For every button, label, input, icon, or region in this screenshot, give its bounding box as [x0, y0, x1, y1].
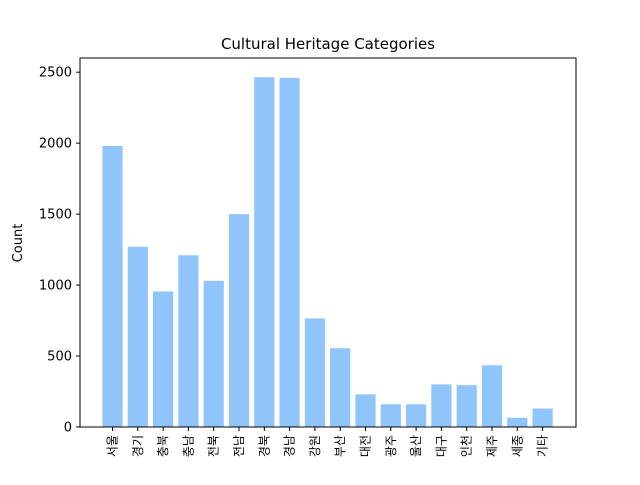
bar-15 [456, 385, 477, 427]
bar-5 [203, 280, 224, 427]
y-axis-ticks: 0 500 1000 1500 2000 2500 [39, 66, 80, 436]
x-tick-label: 세종 [510, 435, 524, 457]
y-tick-label: 2000 [39, 137, 72, 152]
bar-11 [355, 394, 376, 427]
bar-13 [406, 404, 427, 427]
x-tick-label: 전남 [232, 435, 246, 457]
x-tick-label: 부산 [333, 435, 347, 457]
x-tick-label: 광주 [384, 435, 398, 457]
x-tick-label: 기타 [536, 435, 550, 457]
chart-title: Cultural Heritage Categories [221, 35, 435, 53]
bar-4 [178, 255, 199, 427]
plot-area-frame [79, 57, 577, 428]
x-tick-label: 대전 [359, 435, 373, 457]
bar-1 [102, 145, 123, 428]
x-tick-label: 인천 [459, 435, 474, 457]
x-tick-label: 경기 [131, 435, 145, 457]
bars-group [102, 77, 553, 428]
y-tick-label: 1500 [39, 208, 72, 223]
bar-2 [127, 246, 148, 427]
bar-7 [254, 77, 275, 427]
x-tick-label: 충남 [181, 435, 195, 457]
y-tick-label: 500 [47, 350, 72, 365]
x-tick-label: 경남 [283, 435, 297, 457]
x-tick-label: 대구 [434, 435, 448, 457]
bar-17 [507, 417, 528, 427]
x-axis-ticks: 서울 경기 충북 충남 전북 전남 경북 경남 강원 부산 대전 광주 울산 대구 인천 제주 세종 기타 [106, 427, 550, 457]
bar-14 [431, 384, 452, 427]
x-tick-label: 경북 [257, 435, 271, 457]
y-axis-label: Count [11, 224, 26, 263]
bar-6 [228, 214, 250, 427]
bar-16 [481, 365, 503, 427]
bar-12 [380, 404, 401, 427]
x-tick-label: 울산 [409, 435, 423, 457]
bar-18 [532, 408, 553, 427]
y-tick-label: 1000 [39, 279, 72, 294]
x-tick-label: 서울 [106, 435, 120, 457]
x-tick-label: 충북 [156, 435, 170, 457]
x-tick-label: 전북 [207, 435, 221, 457]
bar-3 [153, 291, 174, 427]
x-tick-label: 강원 [308, 435, 322, 457]
bar-8 [279, 77, 300, 428]
y-tick-label: 0 [64, 421, 72, 436]
bar-10 [330, 348, 351, 427]
x-tick-label: 제주 [485, 435, 499, 457]
bar-9 [304, 318, 325, 427]
y-tick-label: 2500 [39, 66, 72, 81]
